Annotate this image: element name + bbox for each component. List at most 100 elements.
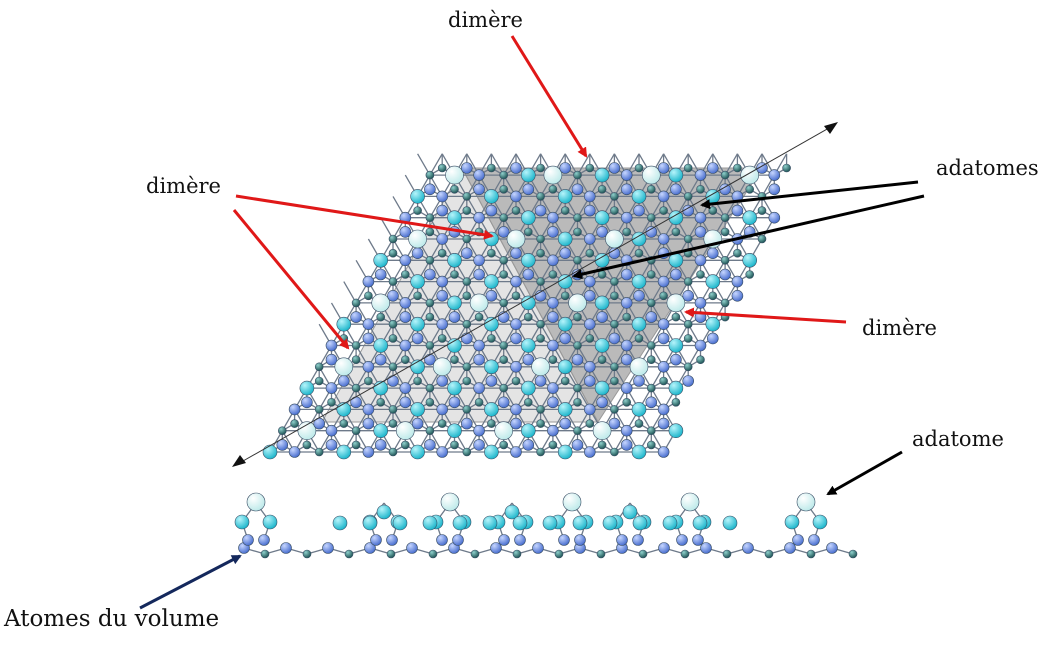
restatom: [542, 515, 558, 531]
sublattice-atom: [302, 440, 312, 450]
axis-arrowhead-bottom: [232, 455, 246, 467]
restatom: [262, 444, 278, 460]
bulk-atom: [683, 362, 693, 372]
bulk-atom: [388, 362, 398, 372]
sublattice-atom: [571, 183, 584, 196]
bulk-atom: [680, 549, 690, 559]
dimer-atom: [583, 190, 596, 203]
dimer-atom: [510, 403, 522, 416]
sublattice-atom: [499, 355, 509, 365]
arrow-dimere-left-upper: [235, 194, 494, 240]
sublattice-atom: [474, 312, 484, 322]
sublattice-atom: [745, 270, 755, 279]
adatom: [440, 492, 460, 512]
sublattice-atom: [731, 204, 744, 217]
sublattice-atom: [720, 227, 730, 237]
axis-arrowhead-top: [824, 122, 838, 134]
dimer-atom: [490, 542, 502, 554]
sublattice-atom: [671, 312, 681, 322]
sublattice-atom: [597, 185, 607, 194]
diagonal-axis-line: [235, 123, 837, 466]
sublattice-atom: [473, 268, 485, 281]
dimer-atom: [784, 542, 796, 554]
bulk-atom: [683, 319, 693, 329]
dimer-atom: [616, 534, 628, 546]
bulk-atom: [499, 213, 509, 222]
sublattice-atom: [696, 270, 705, 279]
sublattice-atom: [657, 162, 670, 174]
arrow-atomes-volume: [139, 554, 242, 610]
bulk-atom: [499, 255, 509, 265]
restatom: [447, 295, 462, 311]
bulk-atom: [536, 192, 545, 201]
sublattice-atom: [682, 375, 695, 387]
dimer-atom: [386, 534, 398, 546]
dimer-atom: [583, 318, 596, 331]
sublattice-atom: [708, 206, 718, 215]
dimer-atom: [436, 446, 449, 458]
arrow-dimere-left-lower: [232, 209, 350, 350]
dimer-atom: [547, 254, 559, 267]
dimer-atom: [620, 211, 633, 224]
bulk-atom: [388, 405, 398, 414]
dimer-atom: [362, 275, 375, 288]
bulk-atom: [646, 213, 656, 222]
sublattice-atom: [436, 289, 449, 302]
bulk-atom: [425, 213, 435, 222]
sublattice-atom: [536, 419, 545, 428]
sublattice-atom: [573, 312, 582, 322]
sublattice-atom: [596, 396, 608, 409]
sublattice-atom: [437, 419, 447, 428]
sublattice-atom: [657, 332, 670, 345]
sublattice-atom: [413, 206, 422, 215]
sublattice-atom: [437, 248, 447, 258]
bulk-atom: [462, 319, 472, 329]
sublattice-atom: [301, 396, 313, 409]
bulk-atom: [388, 234, 398, 244]
restatom: [452, 515, 468, 531]
sublattice-atom: [633, 204, 645, 217]
dimer-atom: [362, 403, 375, 416]
dimer-atom: [620, 382, 633, 394]
bulk-atom: [610, 277, 619, 286]
restatom: [668, 167, 684, 183]
bulk-atom: [470, 549, 480, 559]
sublattice-atom: [646, 270, 656, 279]
dimer-atom: [620, 424, 633, 437]
sublattice-atom: [511, 206, 521, 215]
bulk-atom: [720, 170, 730, 180]
sublattice-atom: [745, 185, 755, 194]
restatom: [410, 189, 425, 204]
restatom: [594, 338, 610, 353]
sublattice-atom: [608, 247, 621, 259]
label-dimere-right: dimère: [862, 316, 937, 340]
bulk-atom: [277, 426, 287, 436]
sublattice-atom: [448, 311, 461, 323]
dimer-atom: [325, 424, 338, 437]
restatom: [622, 504, 638, 520]
restatom: [594, 167, 610, 183]
sublattice-atom: [683, 163, 693, 173]
bulk-atom: [351, 298, 361, 308]
restatom: [336, 402, 352, 417]
bulk-atom: [499, 170, 509, 180]
dimer-atom: [436, 190, 449, 203]
dimer-atom: [473, 382, 485, 394]
restatom: [742, 210, 758, 225]
restatom: [557, 444, 573, 460]
restatom: [631, 189, 647, 204]
bulk-atom: [428, 549, 438, 559]
sublattice-atom: [376, 397, 386, 407]
sublattice-atom: [462, 206, 472, 215]
sublattice-atom: [351, 355, 361, 365]
sublattice-atom: [362, 332, 375, 345]
dimer-atom: [583, 360, 596, 373]
bulk-atom: [388, 319, 398, 329]
sublattice-atom: [522, 353, 535, 366]
sublattice-atom: [325, 439, 338, 451]
sublattice-atom: [608, 162, 621, 174]
sublattice-atom: [756, 162, 768, 174]
sublattice-atom: [719, 183, 731, 196]
unit-cell-diagonal: [461, 167, 599, 423]
